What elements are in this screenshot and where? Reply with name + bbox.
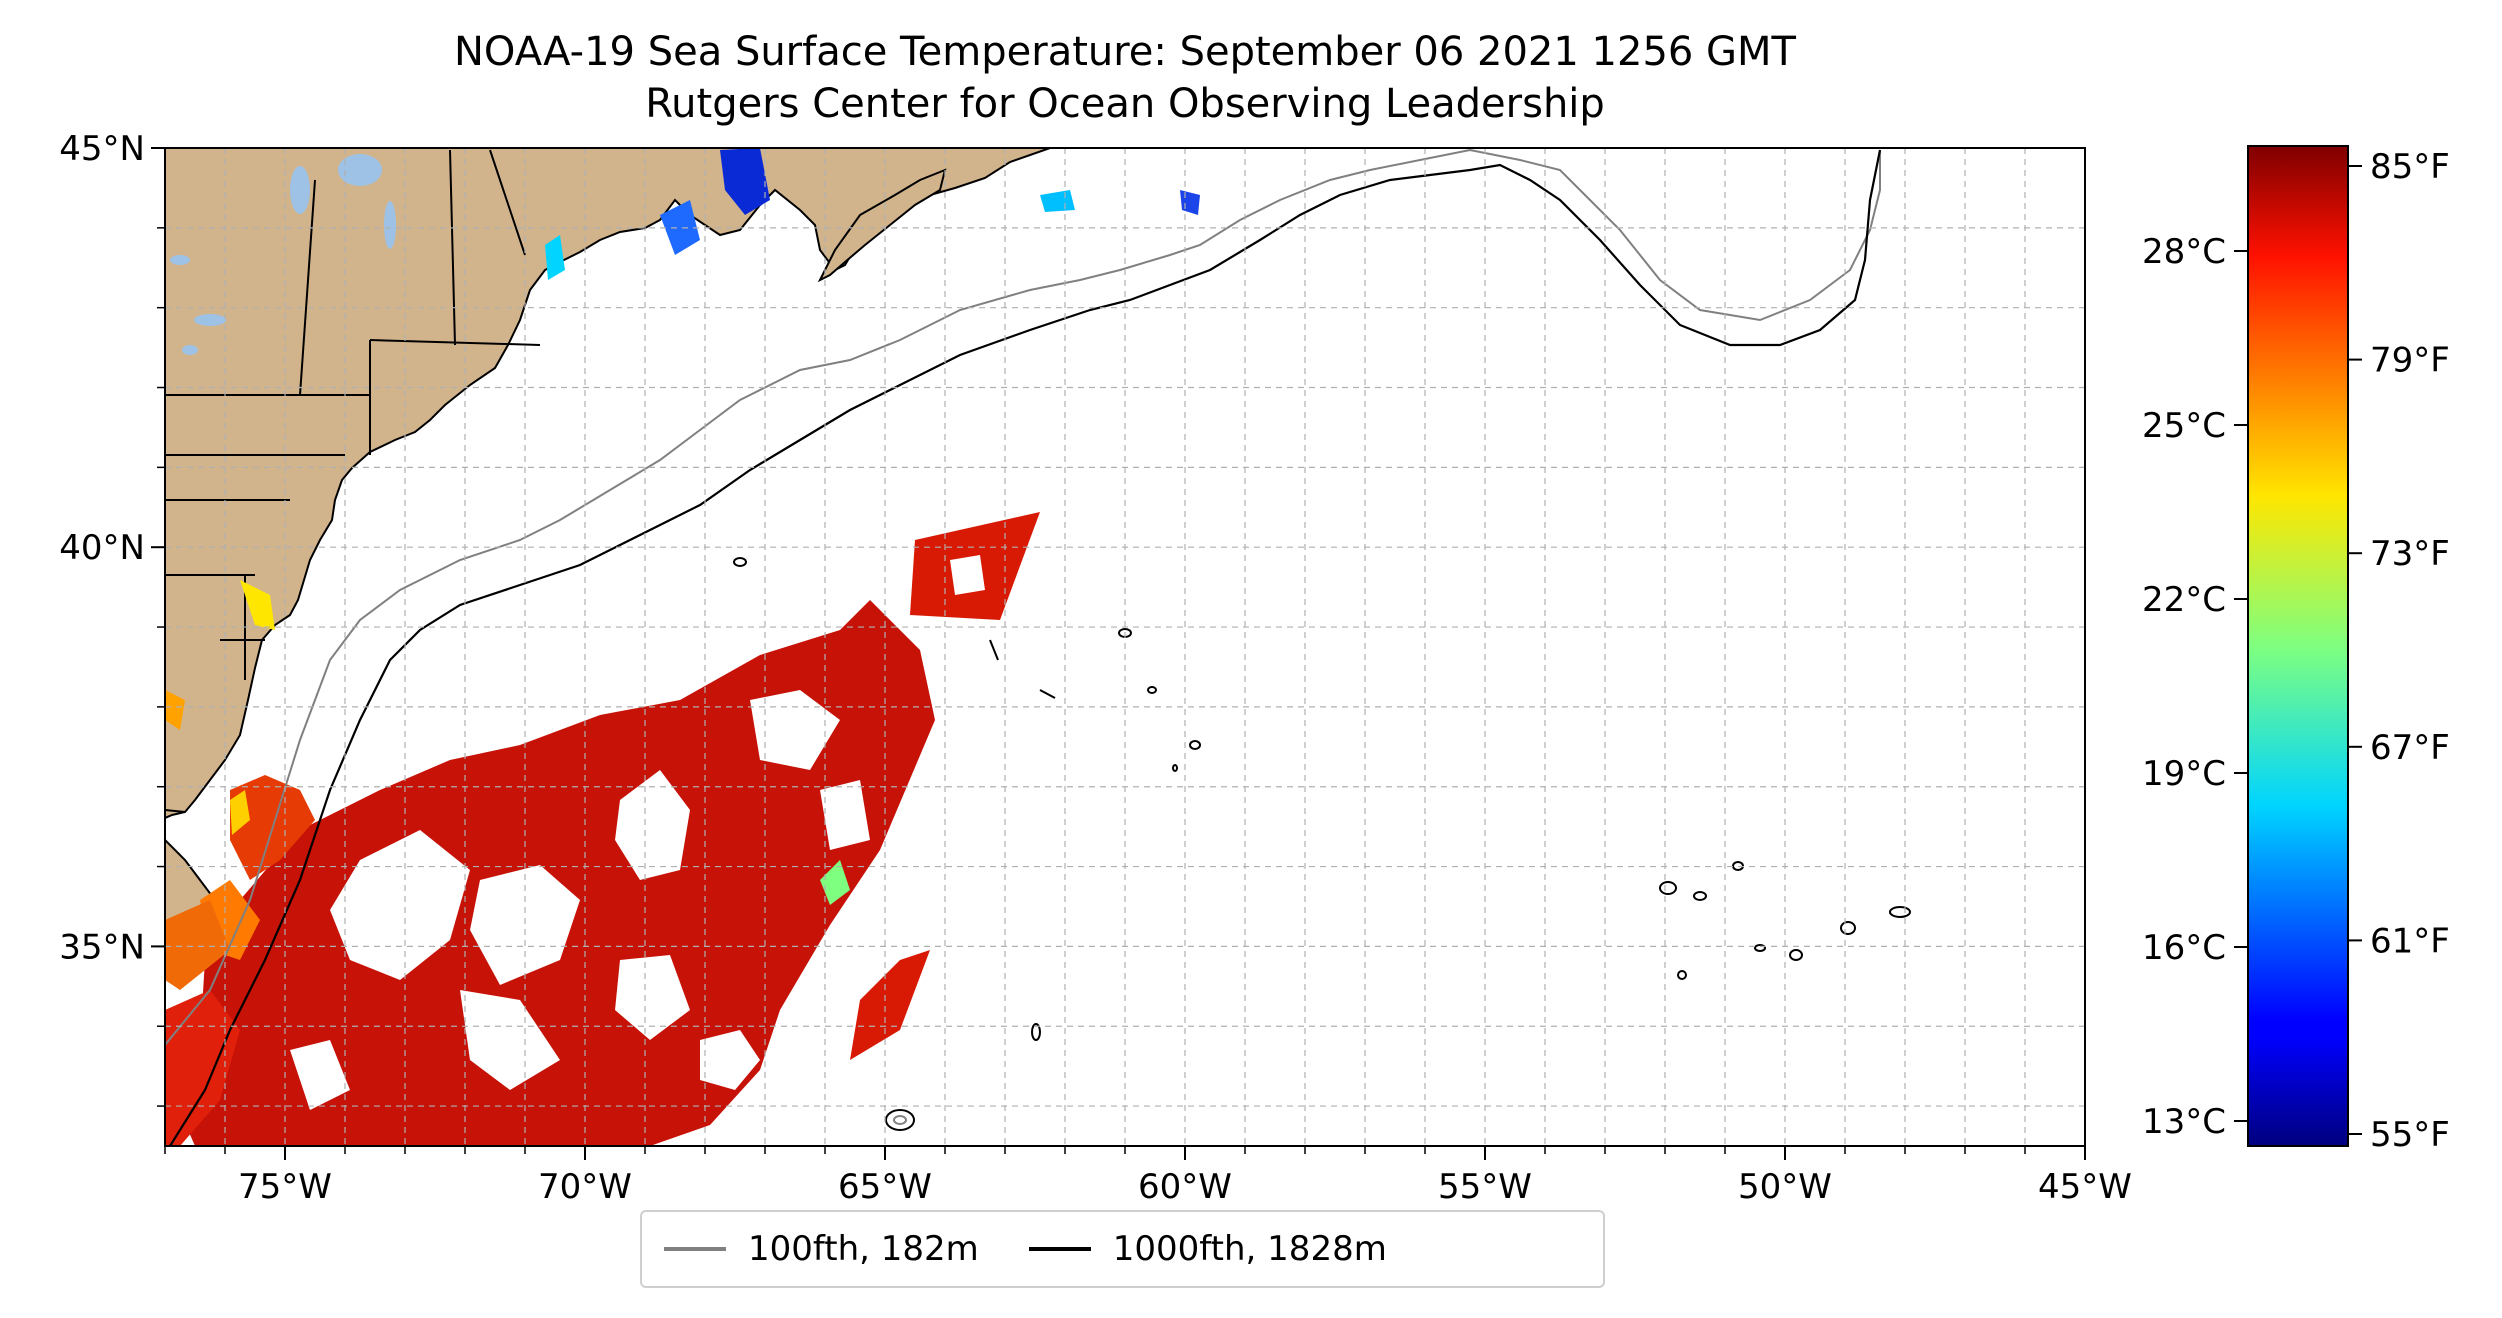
longitude-minor-ticks [164, 1146, 2086, 1154]
map-title: NOAA-19 Sea Surface Temperature: Septemb… [454, 29, 1796, 75]
lon-tick-label: 45°W [2038, 1167, 2132, 1207]
celsius-tick-label: 19°C [2142, 754, 2226, 794]
map-subtitle: Rutgers Center for Ocean Observing Leade… [645, 81, 1605, 127]
land-mass [165, 148, 1051, 820]
lat-tick-label: 40°N [59, 528, 145, 568]
contour-1000fth [169, 149, 1882, 1146]
colorbar-celsius-ticks: 28°C 25°C 22°C 19°C 16°C 13°C [2142, 232, 2248, 1142]
colorbar [2247, 145, 2349, 1147]
lon-tick-label: 55°W [1438, 1167, 1532, 1207]
legend-item-1000fth: 1000fth, 1828m [1028, 1229, 1387, 1269]
lon-tick-label: 65°W [838, 1167, 932, 1207]
sst-data [165, 148, 1200, 1146]
longitude-ticks: 75°W 70°W 65°W 60°W 55°W 50°W 45°W [238, 1146, 2132, 1207]
celsius-tick-label: 16°C [2142, 928, 2226, 968]
legend-label-1000fth: 1000fth, 1828m [1112, 1229, 1387, 1269]
lat-tick-label: 45°N [59, 129, 145, 169]
legend-swatch-100fth [664, 1247, 726, 1251]
fahrenheit-tick-label: 79°F [2370, 341, 2450, 381]
celsius-tick-label: 22°C [2142, 580, 2226, 620]
fahrenheit-tick-label: 61°F [2370, 921, 2450, 961]
legend-item-100fth: 100fth, 182m [664, 1229, 979, 1269]
contour-100fth [165, 148, 1881, 1046]
celsius-tick-label: 28°C [2142, 232, 2226, 272]
nova-scotia [817, 168, 947, 283]
fahrenheit-tick-label: 85°F [2370, 147, 2450, 187]
seamount-contours [733, 557, 1911, 1131]
fahrenheit-tick-label: 73°F [2370, 534, 2450, 574]
lakes [170, 154, 396, 355]
fahrenheit-tick-label: 67°F [2370, 728, 2450, 768]
map-legend: 100fth, 182m 1000fth, 1828m [640, 1210, 1605, 1288]
latitude-minor-ticks [157, 147, 165, 1107]
lon-tick-label: 70°W [538, 1167, 632, 1207]
lon-tick-label: 50°W [1738, 1167, 1832, 1207]
celsius-tick-label: 13°C [2142, 1102, 2226, 1142]
lon-tick-label: 75°W [238, 1167, 332, 1207]
lat-tick-label: 35°N [59, 927, 145, 967]
legend-label-100fth: 100fth, 182m [748, 1229, 979, 1269]
latitude-ticks: 45°N 40°N 35°N [59, 129, 165, 967]
legend-swatch-1000fth [1028, 1247, 1091, 1251]
fahrenheit-tick-label: 55°F [2370, 1115, 2450, 1155]
lon-tick-label: 60°W [1138, 1167, 1232, 1207]
colorbar-fahrenheit-ticks: 85°F 79°F 73°F 67°F 61°F 55°F [2348, 147, 2450, 1155]
celsius-tick-label: 25°C [2142, 406, 2226, 446]
